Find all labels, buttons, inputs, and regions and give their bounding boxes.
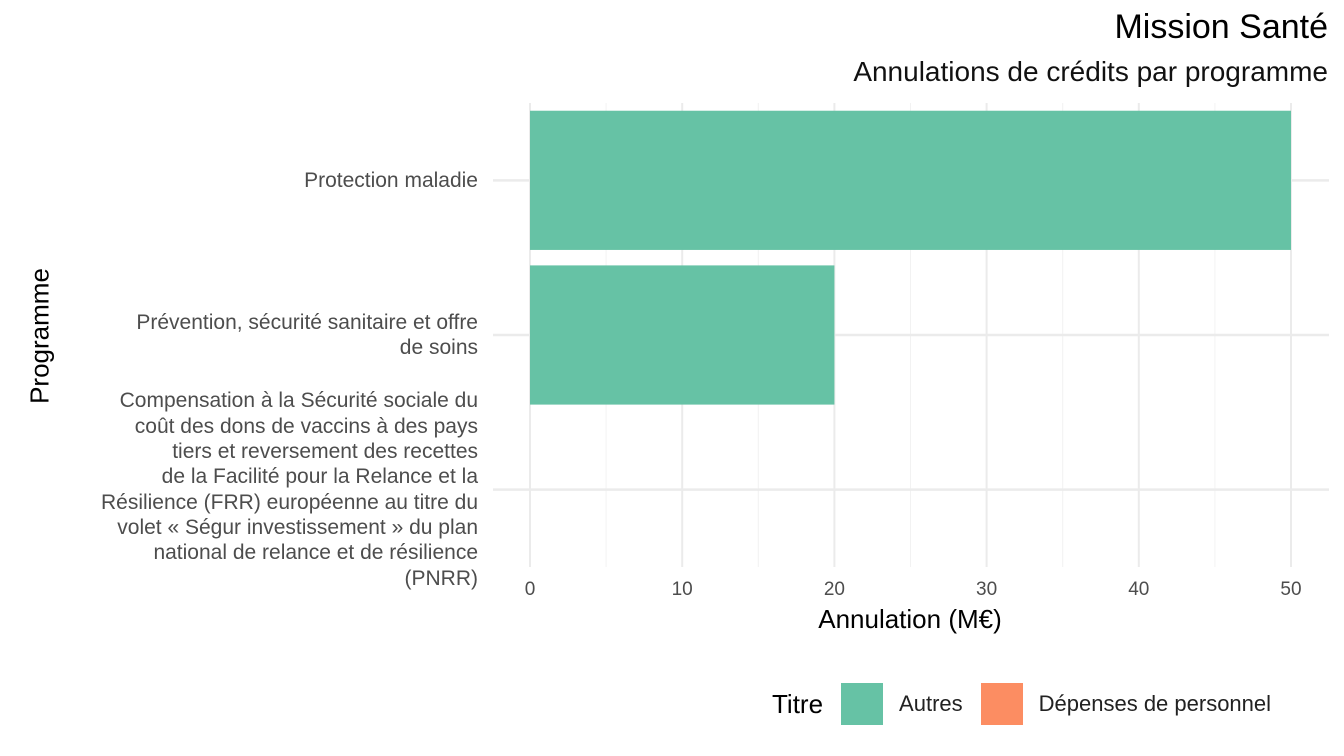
x-tick-label: 20	[823, 579, 845, 600]
legend-swatch-depenses-personnel	[980, 683, 1023, 725]
category-label-line: tiers et reversement des recettes	[172, 440, 478, 464]
legend: Titre Autres Dépenses de personnel	[772, 682, 1289, 726]
legend-swatch-autres	[841, 683, 884, 725]
x-tick-label: 0	[524, 579, 536, 600]
chart-title: Mission Santé	[1114, 8, 1328, 46]
category-label-line: Résilience (FRR) européenne au titre du	[100, 490, 478, 514]
legend-item-autres: Autres	[841, 683, 963, 725]
category-label-line: coût des dons de vaccins à des pays	[134, 414, 478, 438]
legend-label-autres: Autres	[899, 691, 963, 716]
category-label-line: Protection maladie	[304, 168, 478, 192]
category-label: Prévention, sécurité sanitaire et offre d…	[18, 310, 478, 361]
category-label-line: de soins	[399, 335, 478, 359]
bar-autres-0	[530, 110, 1291, 250]
category-label-line: volet « Ségur investissement » du plan	[117, 515, 478, 539]
x-axis-label: Annulation (M€)	[818, 604, 1002, 634]
legend-item-depenses-personnel: Dépenses de personnel	[980, 683, 1272, 725]
category-label-line: Compensation à la Sécurité sociale du	[119, 389, 478, 413]
category-label: Protection maladie	[18, 168, 478, 193]
x-tick-label: 50	[1280, 579, 1302, 600]
x-tick-label: 30	[976, 579, 998, 600]
category-label: Compensation à la Sécurité sociale du coû…	[18, 388, 478, 590]
category-label-line: national de relance et de résilience	[153, 541, 478, 565]
category-label-line: Prévention, sécurité sanitaire et offre	[136, 310, 478, 334]
bar-autres-1	[530, 265, 835, 405]
legend-title: Titre	[772, 688, 824, 719]
legend-label-depenses-personnel: Dépenses de personnel	[1038, 691, 1272, 716]
x-tick-label: 10	[671, 579, 693, 600]
category-label-line: de la Facilité pour la Relance et la	[161, 465, 478, 489]
x-tick-label: 40	[1128, 579, 1150, 600]
category-label-line: (PNRR)	[404, 566, 479, 590]
chart-subtitle: Annulations de crédits par programme	[853, 56, 1328, 87]
